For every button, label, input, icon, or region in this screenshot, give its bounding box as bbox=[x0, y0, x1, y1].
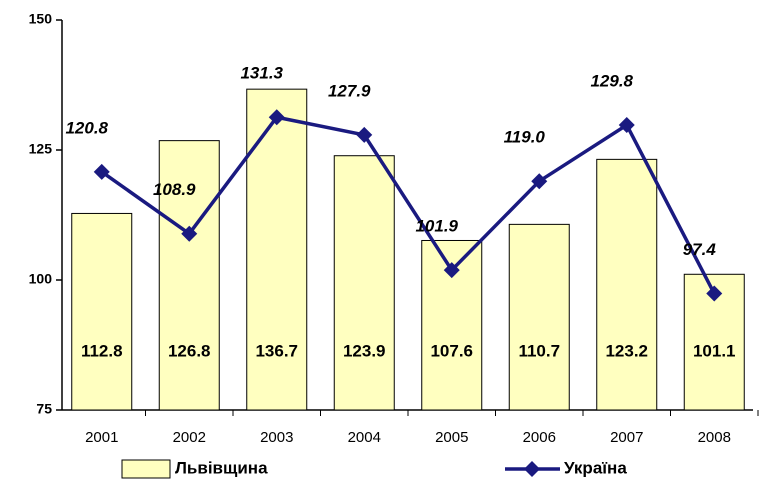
x-tick-label: 2003 bbox=[260, 429, 293, 446]
bar-label: 123.9 bbox=[343, 341, 386, 360]
bar-label: 123.2 bbox=[605, 341, 648, 360]
line-label: 120.8 bbox=[65, 118, 108, 137]
line bbox=[100, 115, 716, 295]
bar bbox=[71, 212, 133, 411]
y-tick-label: 150 bbox=[29, 11, 53, 27]
x-tick-label: 2005 bbox=[435, 429, 468, 446]
marker bbox=[356, 126, 373, 143]
line-label: 108.9 bbox=[153, 180, 196, 199]
x-tick-label: 2004 bbox=[348, 429, 381, 446]
bar-label: 107.6 bbox=[430, 341, 473, 360]
marker bbox=[268, 109, 285, 126]
line-label: 131.3 bbox=[240, 64, 283, 83]
bar bbox=[508, 223, 570, 411]
marker bbox=[93, 163, 110, 180]
bar bbox=[596, 158, 658, 411]
bar bbox=[246, 88, 308, 411]
x-tick-label: 2001 bbox=[85, 429, 118, 446]
x-tick-label: 2002 bbox=[173, 429, 206, 446]
line-label: 101.9 bbox=[415, 217, 458, 236]
marker bbox=[443, 262, 460, 279]
marker bbox=[618, 117, 635, 134]
marker bbox=[531, 173, 548, 190]
y-tick-label: 75 bbox=[36, 401, 52, 417]
line-label: 97.4 bbox=[683, 240, 717, 259]
line-label: 119.0 bbox=[504, 128, 546, 147]
bar bbox=[333, 155, 395, 411]
legend-label: Україна bbox=[564, 458, 627, 477]
marker bbox=[181, 225, 198, 242]
x-tick-label: 2006 bbox=[523, 429, 556, 446]
bar-label: 136.7 bbox=[255, 341, 298, 360]
y-tick-label: 100 bbox=[29, 271, 53, 287]
bar-label: 126.8 bbox=[168, 341, 211, 360]
bar-label: 101.1 bbox=[693, 341, 736, 360]
line-label: 129.8 bbox=[590, 72, 633, 91]
legend-swatch bbox=[121, 459, 171, 479]
x-tick-label: 2007 bbox=[610, 429, 643, 446]
legend-marker bbox=[524, 461, 540, 477]
bar-label: 112.8 bbox=[81, 341, 123, 360]
marker bbox=[706, 285, 723, 302]
bar bbox=[158, 140, 220, 411]
bar-label: 110.7 bbox=[518, 341, 560, 360]
y-tick-label: 125 bbox=[29, 141, 53, 157]
line-label: 127.9 bbox=[328, 81, 371, 100]
x-tick-label: 2008 bbox=[698, 429, 731, 446]
legend-label: Львівщина bbox=[175, 458, 268, 477]
